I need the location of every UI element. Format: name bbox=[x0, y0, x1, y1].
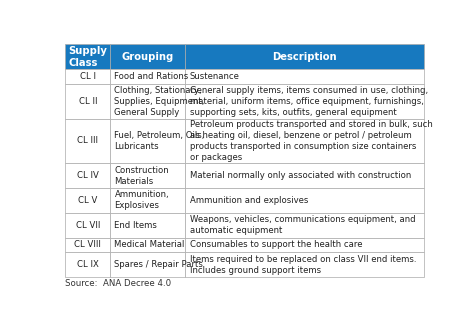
Text: Construction
Materials: Construction Materials bbox=[114, 166, 169, 186]
Text: General supply items, items consumed in use, clothing,
material, uniform items, : General supply items, items consumed in … bbox=[190, 86, 428, 117]
Text: Weapons, vehicles, communications equipment, and
automatic equipment: Weapons, vehicles, communications equipm… bbox=[190, 215, 415, 235]
Text: Fuel, Petroleum, Oils,
Lubricants: Fuel, Petroleum, Oils, Lubricants bbox=[114, 131, 205, 151]
Bar bbox=[110, 252, 185, 277]
Bar bbox=[185, 69, 423, 84]
Text: Food and Rations: Food and Rations bbox=[114, 72, 189, 81]
Bar bbox=[185, 163, 423, 188]
Text: CL III: CL III bbox=[77, 136, 98, 145]
Text: Grouping: Grouping bbox=[122, 52, 174, 62]
Text: Clothing, Stationary,
Supplies, Equipment,
General Supply: Clothing, Stationary, Supplies, Equipmen… bbox=[114, 86, 205, 117]
Bar bbox=[65, 119, 110, 163]
Bar bbox=[65, 188, 110, 213]
Bar bbox=[185, 44, 423, 69]
Bar bbox=[185, 237, 423, 252]
Bar bbox=[110, 163, 185, 188]
Text: CL I: CL I bbox=[80, 72, 96, 81]
Bar bbox=[110, 188, 185, 213]
Bar bbox=[110, 84, 185, 119]
Text: End Items: End Items bbox=[114, 221, 157, 230]
Bar bbox=[110, 69, 185, 84]
Text: Supply
Class: Supply Class bbox=[68, 45, 107, 68]
Bar bbox=[185, 252, 423, 277]
Bar bbox=[65, 44, 110, 69]
Bar bbox=[110, 213, 185, 237]
Bar bbox=[65, 237, 110, 252]
Text: CL IV: CL IV bbox=[77, 171, 99, 180]
Bar bbox=[185, 119, 423, 163]
Bar bbox=[65, 252, 110, 277]
Bar bbox=[185, 188, 423, 213]
Text: Source:  ANA Decree 4.0: Source: ANA Decree 4.0 bbox=[65, 280, 172, 289]
Bar bbox=[110, 44, 185, 69]
Text: Ammunition,
Explosives: Ammunition, Explosives bbox=[114, 190, 169, 210]
Text: Medical Material: Medical Material bbox=[114, 240, 185, 249]
Bar bbox=[65, 84, 110, 119]
Bar bbox=[110, 119, 185, 163]
Bar bbox=[65, 213, 110, 237]
Bar bbox=[65, 163, 110, 188]
Text: CL II: CL II bbox=[79, 97, 97, 106]
Bar bbox=[185, 213, 423, 237]
Text: Sustenance: Sustenance bbox=[190, 72, 239, 81]
Text: Items required to be replaced on class VII end items.
Includes ground support it: Items required to be replaced on class V… bbox=[190, 255, 416, 275]
Text: CL VII: CL VII bbox=[76, 221, 100, 230]
Text: Description: Description bbox=[272, 52, 337, 62]
Text: Petroleum products transported and stored in bulk, such
as heating oil, diesel, : Petroleum products transported and store… bbox=[190, 120, 432, 162]
Bar bbox=[65, 69, 110, 84]
Text: CL IX: CL IX bbox=[77, 260, 99, 269]
Text: Ammunition and explosives: Ammunition and explosives bbox=[190, 196, 308, 205]
Bar bbox=[185, 84, 423, 119]
Text: Consumables to support the health care: Consumables to support the health care bbox=[190, 240, 362, 249]
Text: Spares / Repair Parts: Spares / Repair Parts bbox=[114, 260, 203, 269]
Text: Material normally only associated with construction: Material normally only associated with c… bbox=[190, 171, 411, 180]
Text: CL V: CL V bbox=[78, 196, 98, 205]
Text: CL VIII: CL VIII bbox=[74, 240, 101, 249]
Bar bbox=[110, 237, 185, 252]
